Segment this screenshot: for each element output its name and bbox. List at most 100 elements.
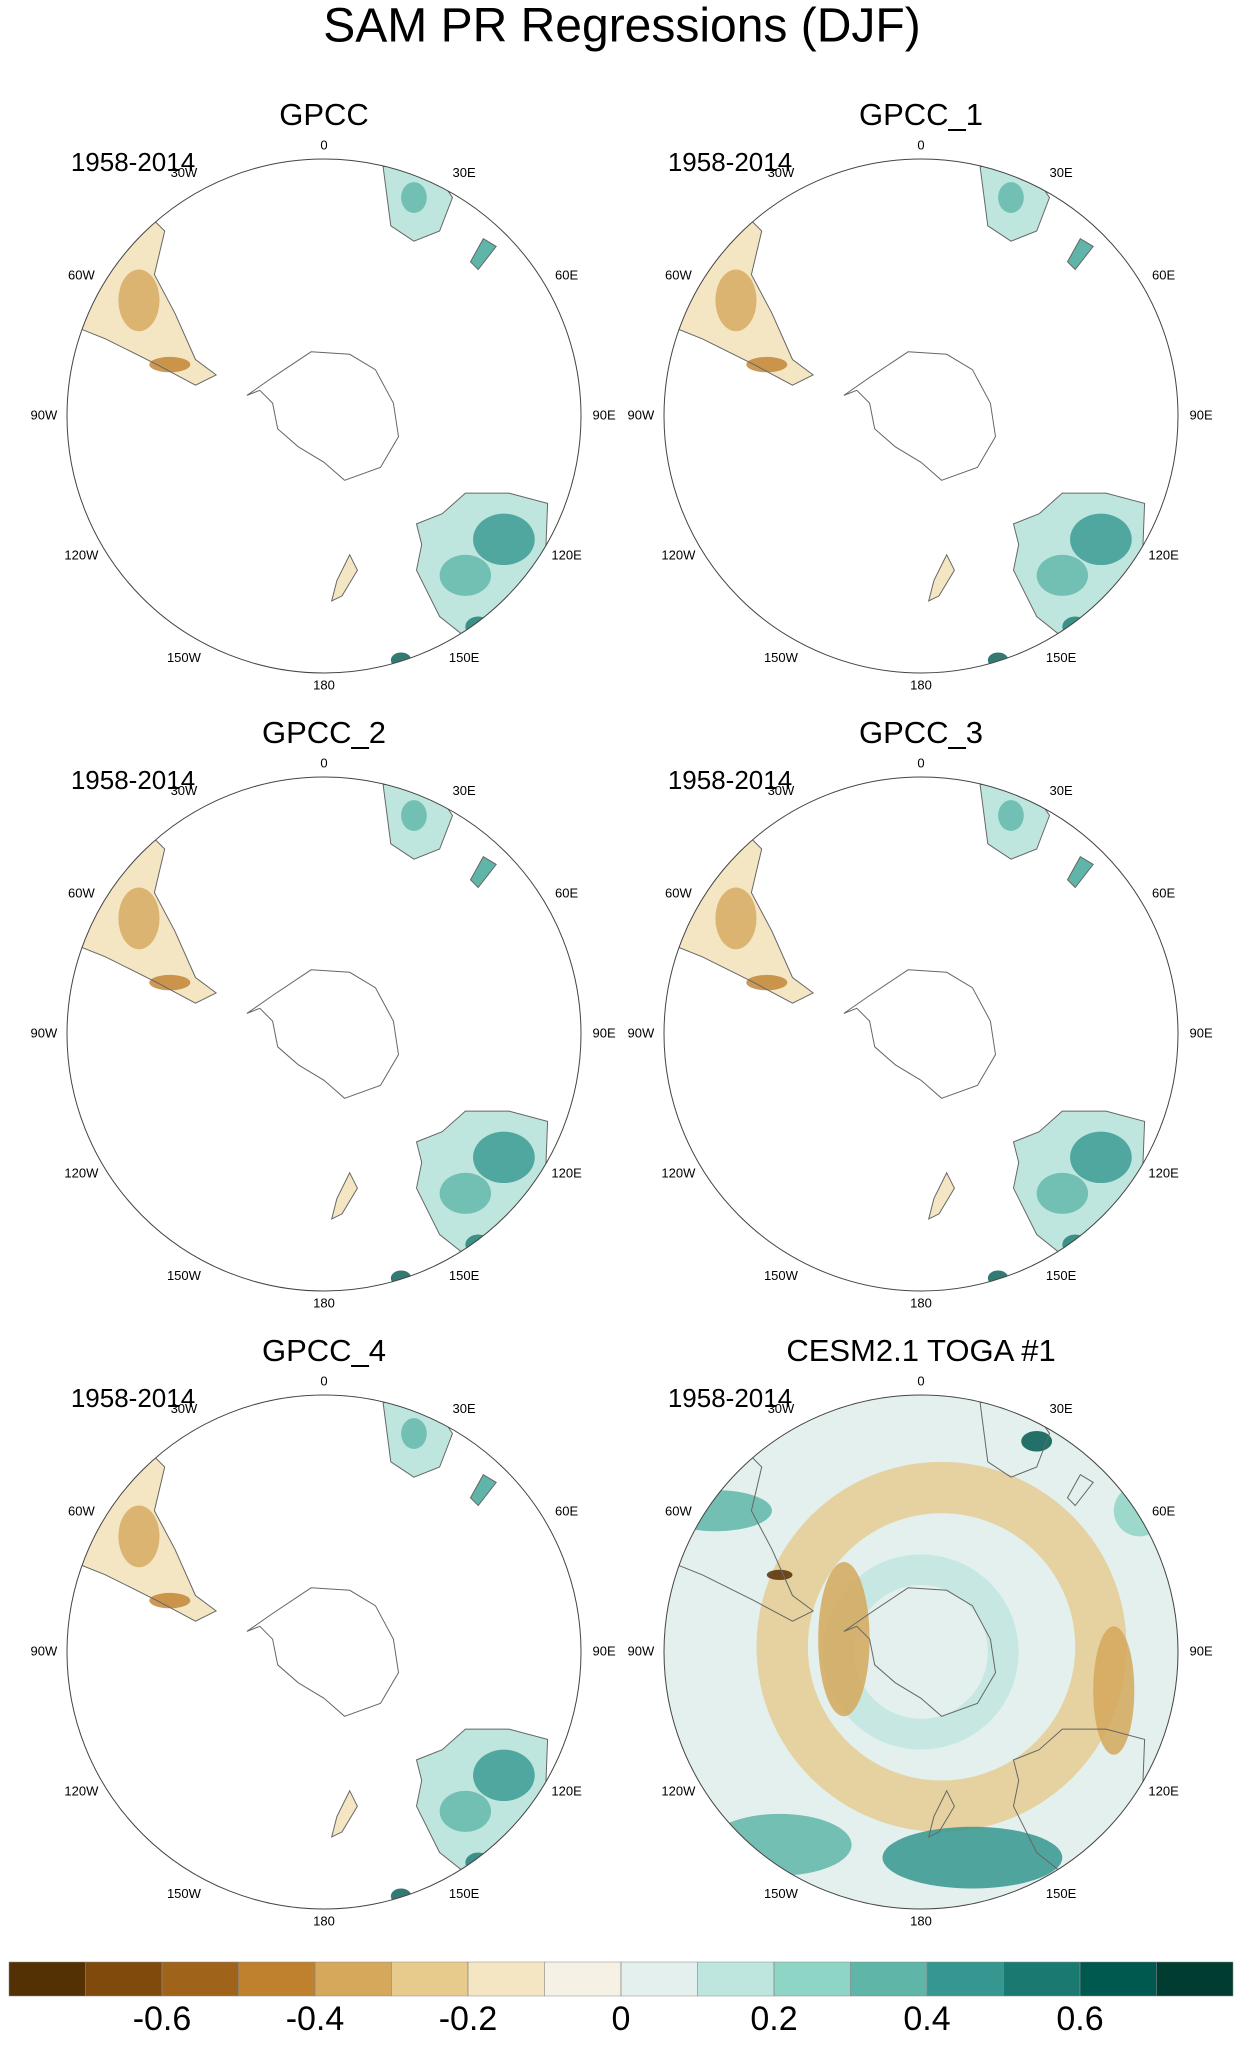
colorbar-swatch bbox=[697, 1961, 775, 1997]
coastline bbox=[246, 351, 400, 481]
colorbar-label: -0.2 bbox=[439, 2000, 498, 2038]
land-blob bbox=[390, 652, 412, 668]
coastline bbox=[979, 1395, 1051, 1478]
lon-label: 150W bbox=[167, 1268, 202, 1283]
lon-label: 90W bbox=[31, 1643, 58, 1658]
lon-label: 60W bbox=[68, 267, 95, 282]
lon-label: 60E bbox=[555, 267, 578, 282]
land-blob bbox=[1070, 513, 1132, 566]
panel-title: GPCC bbox=[279, 97, 369, 132]
land-mad bbox=[470, 856, 497, 888]
lon-label: 150W bbox=[167, 1886, 202, 1901]
lon-label: 60E bbox=[1152, 267, 1175, 282]
map-boundary bbox=[663, 1394, 1179, 1910]
lon-label: 60W bbox=[68, 1503, 95, 1518]
land-blob bbox=[473, 1131, 535, 1184]
lon-label: 90E bbox=[1190, 1025, 1213, 1040]
lon-label: 180 bbox=[313, 1295, 335, 1310]
land-blob bbox=[149, 356, 191, 373]
land-blob bbox=[401, 182, 427, 213]
colorbar-label: -0.6 bbox=[133, 2000, 192, 2038]
colorbar-swatch bbox=[544, 1961, 622, 1997]
land-mad bbox=[470, 238, 497, 270]
lon-label: 0 bbox=[917, 138, 924, 153]
lon-label: 30W bbox=[768, 165, 795, 180]
map-panel bbox=[664, 777, 1146, 1286]
panel-title: GPCC_2 bbox=[262, 715, 386, 750]
land-blob bbox=[465, 616, 492, 638]
land-blob bbox=[465, 1234, 492, 1256]
panel-period: 1958-2014 bbox=[668, 1383, 792, 1413]
lon-label: 60E bbox=[555, 885, 578, 900]
lon-label: 150W bbox=[764, 650, 799, 665]
land-blob bbox=[465, 1852, 492, 1874]
lon-label: 0 bbox=[320, 1374, 327, 1389]
lon-label: 120W bbox=[64, 1166, 99, 1181]
lon-label: 90W bbox=[628, 1643, 655, 1658]
lon-label: 180 bbox=[313, 1913, 335, 1928]
lon-label: 60E bbox=[1152, 885, 1175, 900]
colorbar-swatch bbox=[926, 1961, 1004, 1997]
land-blob bbox=[149, 1592, 191, 1609]
lon-label: 30E bbox=[452, 783, 475, 798]
lon-label: 180 bbox=[313, 677, 335, 692]
map-boundary bbox=[66, 776, 582, 1292]
lon-label: 150E bbox=[449, 650, 480, 665]
lon-label: 150E bbox=[449, 1268, 480, 1283]
panel-period: 1958-2014 bbox=[71, 147, 195, 177]
panel-period: 1958-2014 bbox=[668, 765, 792, 795]
lon-label: 150E bbox=[1046, 650, 1077, 665]
panel-period: 1958-2014 bbox=[668, 147, 792, 177]
coastline bbox=[979, 159, 1051, 242]
land-blob bbox=[439, 1790, 492, 1832]
lon-label: 120W bbox=[661, 548, 696, 563]
lon-label: 120W bbox=[64, 548, 99, 563]
coastline bbox=[979, 777, 1051, 860]
lon-label: 150E bbox=[1046, 1268, 1077, 1283]
lon-label: 90W bbox=[628, 407, 655, 422]
lon-label: 150W bbox=[167, 650, 202, 665]
land-blob bbox=[1062, 616, 1089, 638]
land-blob bbox=[715, 887, 757, 950]
lon-label: 30E bbox=[1049, 165, 1072, 180]
map-boundary bbox=[66, 158, 582, 674]
land-mad bbox=[1067, 856, 1094, 888]
field-blob bbox=[882, 1826, 1063, 1889]
lon-label: 60E bbox=[555, 1503, 578, 1518]
land-blob bbox=[439, 1172, 492, 1214]
lon-label: 180 bbox=[910, 1913, 932, 1928]
coastline bbox=[843, 1587, 997, 1717]
land-blob bbox=[715, 269, 757, 332]
colorbar-swatch bbox=[1156, 1961, 1234, 1997]
lon-label: 90E bbox=[1190, 1643, 1213, 1658]
coastline bbox=[246, 969, 400, 1099]
lon-label: 60E bbox=[1152, 1503, 1175, 1518]
lon-label: 120E bbox=[551, 548, 582, 563]
lon-label: 150E bbox=[1046, 1886, 1077, 1901]
colorbar-swatch bbox=[161, 1961, 239, 1997]
land-blob bbox=[987, 652, 1009, 668]
coastline bbox=[1066, 1474, 1094, 1507]
colorbar-swatch bbox=[467, 1961, 545, 1997]
lon-label: 180 bbox=[910, 677, 932, 692]
lon-label: 0 bbox=[917, 756, 924, 771]
land-blob bbox=[118, 887, 160, 950]
land-blob bbox=[1036, 554, 1089, 596]
coastline bbox=[843, 969, 997, 1099]
lon-label: 60W bbox=[68, 885, 95, 900]
land-blob bbox=[473, 513, 535, 566]
coastline bbox=[330, 1171, 358, 1220]
land-blob bbox=[746, 974, 788, 991]
coastline bbox=[469, 238, 497, 271]
lon-label: 0 bbox=[320, 756, 327, 771]
colorbar-swatch bbox=[85, 1961, 163, 1997]
lon-label: 90W bbox=[628, 1025, 655, 1040]
lon-label: 30W bbox=[171, 1401, 198, 1416]
land-blob bbox=[473, 1749, 535, 1802]
coastline bbox=[330, 553, 358, 602]
map-panel bbox=[67, 159, 549, 668]
map-panel bbox=[67, 1395, 549, 1904]
coastline bbox=[1066, 856, 1094, 889]
coastline bbox=[382, 777, 454, 860]
figure-title: SAM PR Regressions (DJF) bbox=[323, 0, 920, 53]
